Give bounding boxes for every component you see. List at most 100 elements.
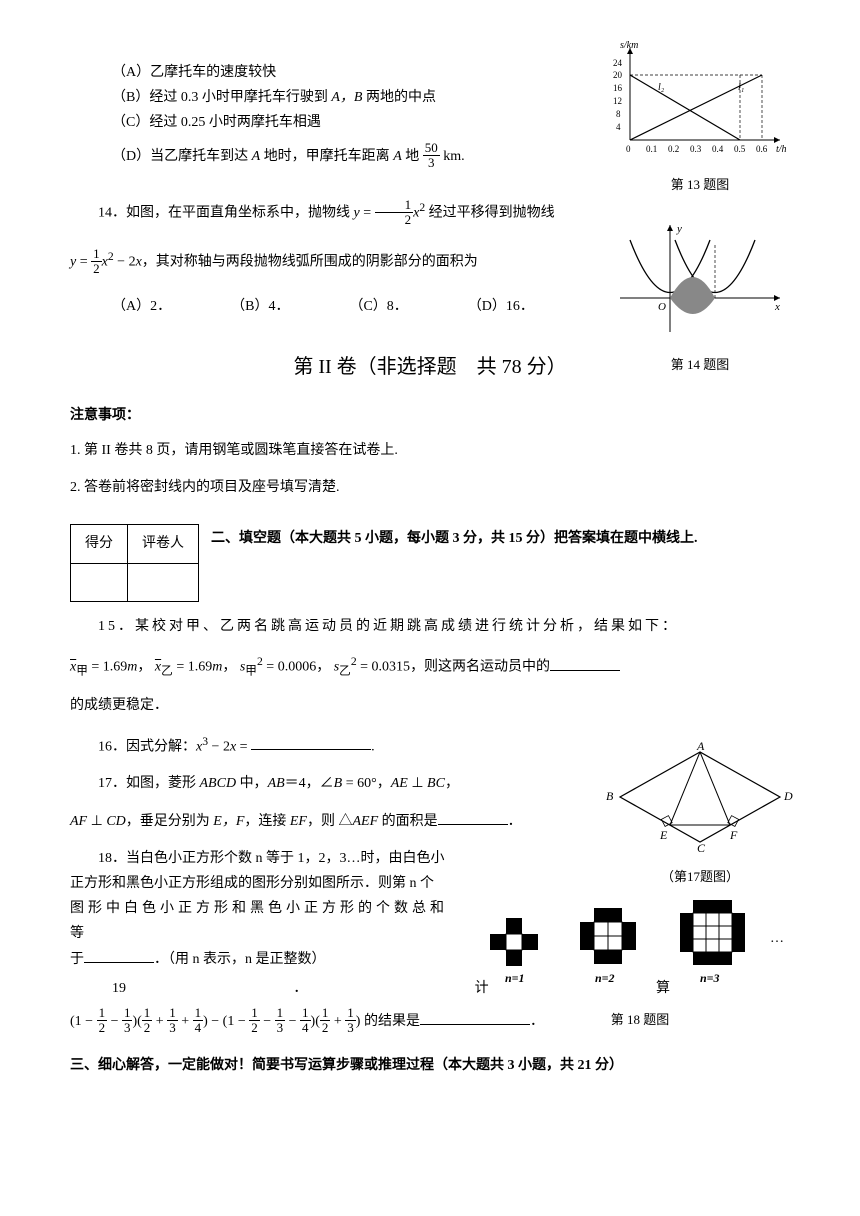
ytick: 24 [613,58,623,68]
q14-stem-line1: 14．如图，在平面直角坐标系中，抛物线 y = 12x2 经过平移得到抛物线 [70,197,600,228]
q14-caption: 第 14 题图 [615,353,785,376]
fraction: 12 [249,1006,260,1036]
vertex-label: E [659,828,668,842]
xtick: 0.5 [734,144,746,154]
text: ) − (1 − [203,1014,249,1029]
text: ， [137,660,151,675]
text: 14．如图，在平面直角坐标系中，抛物线 [98,206,354,221]
q14-opt-c: （C）8． [349,294,407,319]
denominator: 3 [167,1021,178,1035]
text: 地 [402,149,423,164]
axis-label: x [774,301,780,313]
denominator: 2 [91,262,102,276]
text: − 2 [114,255,136,270]
q18-text: 18．当白色小正方形个数 n 等于 1，2，3…时，由白色小 正方形和黑色小正方… [70,846,450,972]
text: 的面积是 [378,814,438,829]
text: = [360,206,375,221]
line-label: l₁ [738,82,744,93]
n-label: n=2 [595,971,615,985]
score-col1: 得分 [71,525,128,563]
q18-l4: 于 ．（用 n 表示，n 是正整数） [70,947,450,972]
denominator: 2 [320,1021,331,1035]
xtick: 0.3 [690,144,702,154]
text: = 1.69 [173,660,212,675]
text: ， [316,660,330,675]
var: AE [391,776,408,791]
numerator: 1 [193,1006,204,1021]
text: 中， [236,776,268,791]
dots: … [770,931,784,946]
text: （B）经过 0.3 小时甲摩托车行驶到 [112,90,331,105]
q18-l3: 图形中白色小正方形和黑色小正方形的个数总和等 [70,896,450,946]
numerator: 1 [300,1006,311,1021]
blank[interactable] [251,736,371,750]
text: 16．因式分解： [98,739,196,754]
q17-line2: AF ⊥ CD，垂足分别为 E，F，连接 EF，则 △AEF 的面积是． [70,809,600,834]
text: ，连接 [244,814,290,829]
text: − [260,1014,275,1029]
q14-opt-a: （A）2． [112,294,171,319]
numerator: 1 [97,1006,108,1021]
score-col2: 评卷人 [128,525,199,563]
var: CD [106,814,125,829]
ytick: 4 [616,122,621,132]
fraction: 13 [345,1006,356,1036]
notice-2: 2. 答卷前将密封线内的项目及座号填写清楚. [70,475,790,500]
vertex-label: F [729,828,738,842]
q18-caption: 第 18 题图 [475,1008,805,1031]
score-table: 得分评卷人 [70,524,199,601]
numerator: 1 [375,198,414,213]
numerator: 1 [122,1006,133,1021]
denominator: 3 [122,1021,133,1035]
text: ，则这两名运动员中的 [410,660,550,675]
text: = 60°， [342,776,391,791]
y-axis-label: s/km [620,40,638,51]
text: ．（用 n 表示，n 是正整数） [154,952,326,967]
n-label: n=1 [505,971,525,985]
text: ，垂足分别为 [126,814,214,829]
var: EF [290,814,307,829]
text: − [285,1014,300,1029]
xtick: 0 [626,144,631,154]
vertex-label: D [783,789,793,803]
xtick: 0.1 [646,144,657,154]
sub: 乙 [161,664,173,677]
notice-header: 注意事项： [70,403,790,428]
var: AB [268,776,285,791]
vertex-label: C [697,841,706,852]
q13-option-b: （B）经过 0.3 小时甲摩托车行驶到 A，B 两地的中点 [70,85,600,110]
numerator: 1 [249,1006,260,1021]
fraction: 12 [142,1006,153,1036]
denominator: 4 [193,1021,204,1035]
q13-option-a: （A）乙摩托车的速度较快 [70,60,600,85]
text: 于 [70,952,84,967]
text: − 2 [208,739,230,754]
line-label: l₂ [658,82,665,93]
numerator: 1 [142,1006,153,1021]
text: + [152,1014,167,1029]
var: ABCD [200,776,237,791]
q15-line2: x甲 = 1.69m， x乙 = 1.69m， s甲2 = 0.0006， s乙… [70,651,790,681]
fraction: 12 [320,1006,331,1036]
q13-option-d: （D）当乙摩托车到达 A 地时，甲摩托车距离 A 地 503 km. [70,142,600,172]
xtick: 0.6 [756,144,768,154]
fraction: 14 [193,1006,204,1036]
q17-rhombus-figure: A B C D E F （第17题图） [600,742,800,872]
vertex-label: A [696,742,705,753]
q19-dot: ． [293,976,307,1001]
blank[interactable] [84,949,154,963]
q14-stem-line2: y = 12x2 − 2x，其对称轴与两段抛物线弧所围成的阴影部分的面积为 [70,246,600,277]
q14-opt-d: （D）16． [468,294,534,319]
q13-line-chart: s/km t/h 4 8 12 16 20 24 0 0.1 0.2 0.3 0… [610,40,790,180]
period: . [371,739,375,754]
blank[interactable] [438,811,508,825]
text: 两地的中点 [362,90,436,105]
text: ，其对称轴与两段抛物线弧所围成的阴影部分的面积为 [142,255,478,270]
q18-l2: 正方形和黑色小正方形组成的图形分别如图所示．则第 n 个 [70,871,450,896]
vertex-label: B [606,789,614,803]
denominator: 2 [249,1021,260,1035]
blank[interactable] [550,657,620,671]
numerator: 50 [423,141,440,156]
var: AF [70,814,87,829]
unit: m [127,660,137,675]
